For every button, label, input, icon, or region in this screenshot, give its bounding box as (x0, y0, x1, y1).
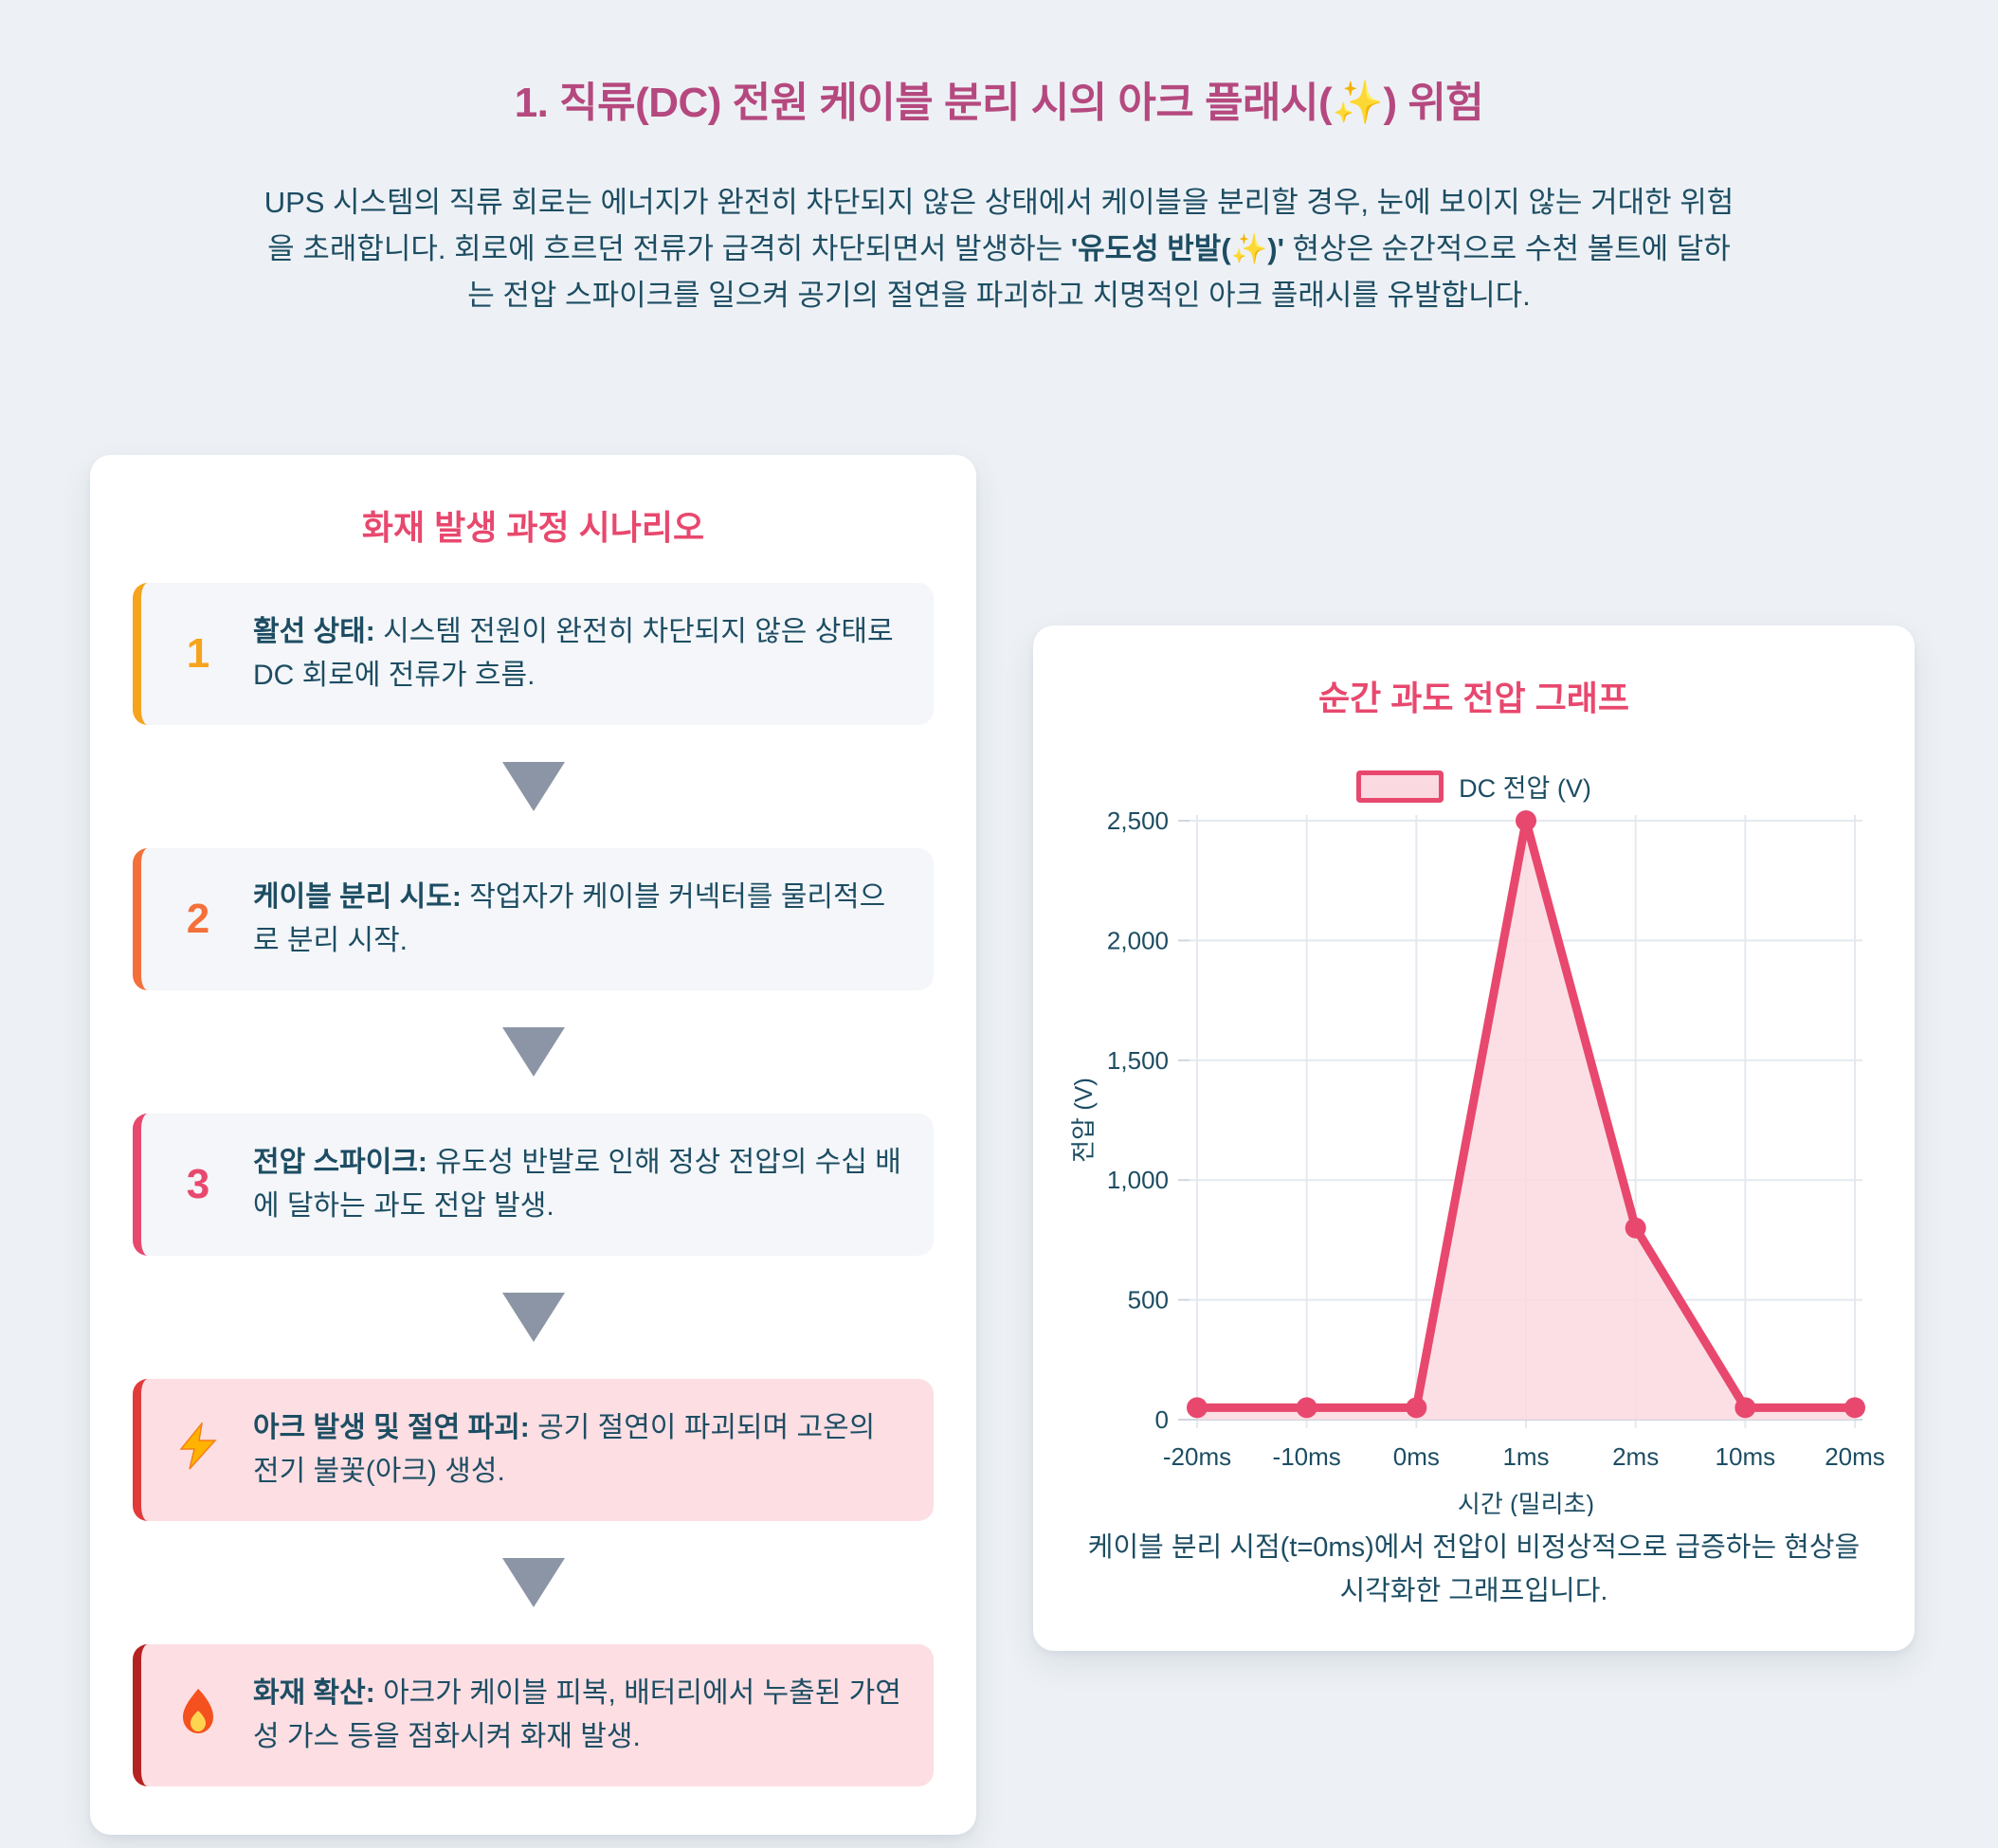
fire-icon (168, 1688, 228, 1743)
chart-card: 순간 과도 전압 그래프 DC 전압 (V) 0 500 1,000 1,500 2,0… (1033, 625, 1915, 1651)
down-arrow-icon (501, 1558, 565, 1607)
scenario-title: 화재 발생 과정 시나리오 (361, 508, 705, 547)
intro-paragraph: UPS 시스템의 직류 회로는 에너지가 완전히 차단되지 않은 상태에서 케이… (260, 180, 1738, 319)
y-tick-label: 500 (1128, 1286, 1169, 1314)
x-tick-label: -10ms (1273, 1442, 1341, 1471)
scenario-step: 3 전압 스파이크: 유도성 반발로 인해 정상 전압의 수십 배에 달하는 과도… (133, 1114, 934, 1256)
page-title: 1. 직류(DC) 전원 케이블 분리 시의 아크 플래시(✨) 위험 (514, 80, 1484, 126)
step-number: 3 (186, 1161, 210, 1207)
voltage-chart: 0 500 1,000 1,500 2,000 2,500 -20ms -10ms 0ms 1ms… (1069, 806, 1885, 1516)
y-axis-title: 전압 (V) (1069, 1078, 1098, 1163)
step-label: 활선 상태: (253, 615, 375, 647)
step-number: 1 (186, 630, 210, 677)
scenario-steps: 1 활선 상태: 시스템 전원이 완전히 차단되지 않은 상태로 DC 회로에 전… (133, 583, 934, 1786)
step-label: 화재 확산: (253, 1676, 375, 1709)
y-tick-label: 1,500 (1107, 1046, 1169, 1075)
intro-text-bold: '유도성 반발(✨)' (1070, 231, 1284, 265)
step-connector (133, 1558, 934, 1607)
scenario-step: 2 케이블 분리 시도: 작업자가 케이블 커넥터를 물리적으로 분리 시작. (133, 848, 934, 990)
x-tick-label: -20ms (1163, 1442, 1231, 1471)
scenario-step: 아크 발생 및 절연 파괴: 공기 절연이 파괴되며 고온의 전기 불꽃(아크)… (133, 1379, 934, 1521)
data-point (1187, 1397, 1208, 1419)
x-axis-title: 시간 (밀리초) (1458, 1490, 1594, 1516)
x-tick-label: 10ms (1716, 1442, 1776, 1471)
chart-title: 순간 과도 전압 그래프 (1317, 679, 1630, 717)
y-tick-label: 1,000 (1107, 1166, 1169, 1194)
lightning-icon (168, 1421, 228, 1477)
step-label: 케이블 분리 시도: (253, 880, 462, 913)
intro-text-after: 현상은 순간적으로 수천 볼트에 달하는 전압 스파이크를 일으켜 공기의 절연… (467, 231, 1731, 312)
legend-swatch-icon (1356, 770, 1444, 803)
data-point (1735, 1397, 1756, 1419)
x-tick-label: 20ms (1825, 1442, 1885, 1471)
step-connector (133, 762, 934, 811)
data-point (1625, 1217, 1646, 1239)
x-tick-label: 2ms (1612, 1442, 1659, 1471)
y-tick-label: 2,500 (1107, 806, 1169, 835)
step-description: 활선 상태: 시스템 전원이 완전히 차단되지 않은 상태로 DC 회로에 전류… (253, 615, 894, 692)
chart-area (1197, 821, 1855, 1420)
x-tick-label: 0ms (1393, 1442, 1440, 1471)
y-tick-label: 0 (1155, 1405, 1169, 1434)
legend-label: DC 전압 (V) (1459, 774, 1591, 803)
chart-caption: 케이블 분리 시점(t=0ms)에서 전압이 비정상적으로 급증하는 현상을 시… (1087, 1532, 1861, 1607)
scenario-card: 화재 발생 과정 시나리오 1 활선 상태: 시스템 전원이 완전히 차단되지 않… (90, 455, 976, 1835)
data-point (1406, 1397, 1427, 1419)
x-tick-label: 1ms (1502, 1442, 1549, 1471)
chart-legend: DC 전압 (V) (1033, 768, 1915, 805)
step-description: 아크 발생 및 절연 파괴: 공기 절연이 파괴되며 고온의 전기 불꽃(아크)… (253, 1411, 876, 1488)
down-arrow-icon (501, 1293, 565, 1342)
step-number: 2 (186, 896, 210, 942)
y-tick-label: 2,000 (1107, 926, 1169, 954)
down-arrow-icon (501, 762, 565, 811)
step-connector (133, 1293, 934, 1342)
step-label: 전압 스파이크: (253, 1146, 427, 1178)
down-arrow-icon (501, 1027, 565, 1077)
scenario-step: 화재 확산: 아크가 케이블 피복, 배터리에서 누출된 가연성 가스 등을 점… (133, 1644, 934, 1786)
intro-text-before: UPS 시스템의 직류 회로는 에너지가 완전히 차단되지 않은 상태에서 케이… (263, 186, 1735, 265)
data-point (1296, 1397, 1317, 1419)
step-description: 전압 스파이크: 유도성 반발로 인해 정상 전압의 수십 배에 달하는 과도 … (253, 1146, 901, 1223)
scenario-step: 1 활선 상태: 시스템 전원이 완전히 차단되지 않은 상태로 DC 회로에 전… (133, 583, 934, 725)
data-point (1844, 1397, 1865, 1419)
step-description: 화재 확산: 아크가 케이블 피복, 배터리에서 누출된 가연성 가스 등을 점… (253, 1676, 901, 1753)
step-connector (133, 1027, 934, 1077)
step-label: 아크 발생 및 절연 파괴: (253, 1411, 530, 1443)
fire-icon (183, 1689, 213, 1733)
step-description: 케이블 분리 시도: 작업자가 케이블 커넥터를 물리적으로 분리 시작. (253, 880, 886, 957)
lightning-icon (179, 1421, 217, 1470)
data-point (1516, 810, 1536, 831)
